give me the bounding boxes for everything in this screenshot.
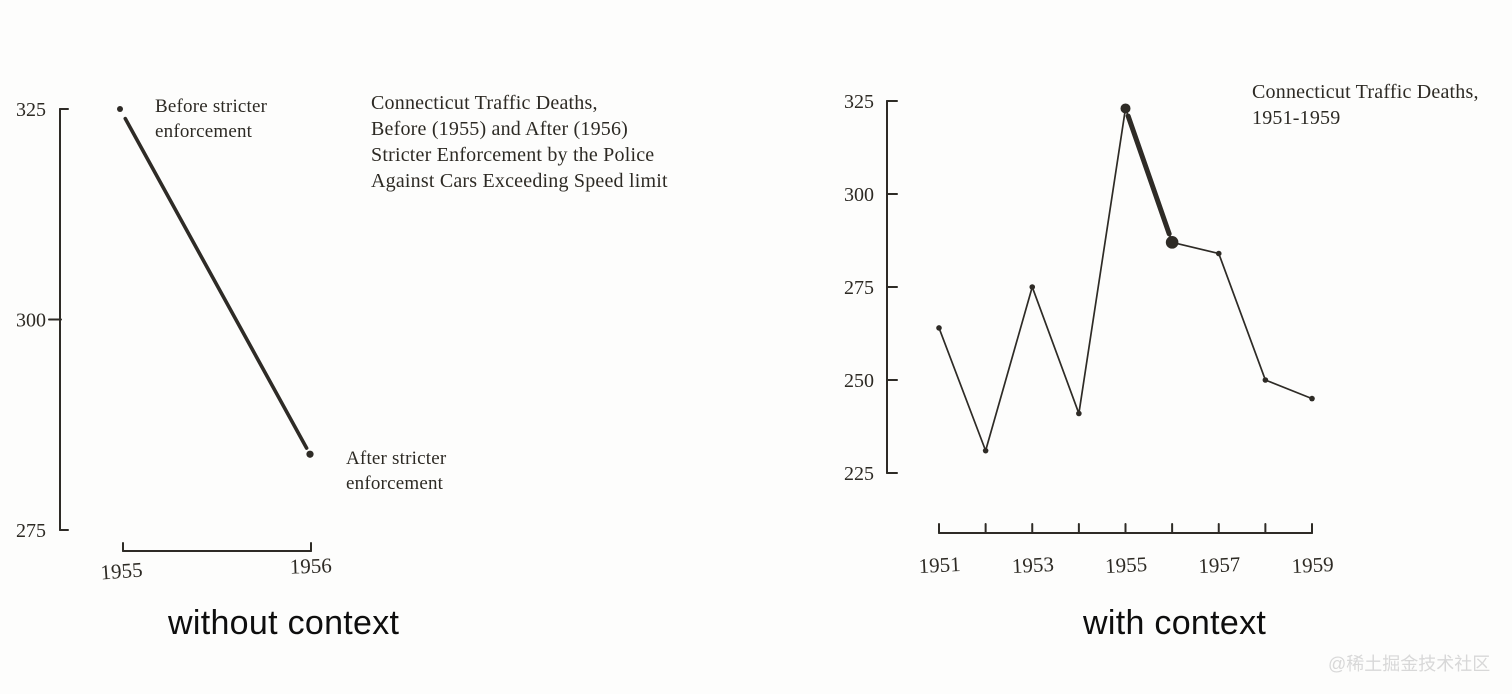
right-data-point-1959: [1309, 395, 1315, 402]
right-data-line-segment: [1032, 288, 1079, 412]
right-y-tick-label: 275: [844, 277, 874, 299]
left-x-tick-label: 1955: [100, 558, 144, 585]
right-data-point-1951: [936, 325, 942, 331]
left-y-tick-label: 325: [16, 99, 46, 121]
before-enforcement-label: Before stricter enforcement: [155, 96, 268, 142]
left-data-point-1955: [117, 106, 123, 112]
right-data-point-1952: [982, 447, 989, 454]
right-y-tick-label: 300: [844, 184, 874, 206]
right-data-point-1957: [1215, 250, 1222, 257]
left-data-line: [123, 116, 309, 450]
right-y-tick-label: 325: [844, 91, 874, 113]
right-data-line-segment: [1267, 380, 1311, 399]
right-x-tick-label: 1955: [1105, 552, 1148, 578]
right-data-point-1956: [1165, 236, 1179, 249]
caption-without-context: without context: [168, 604, 400, 642]
right-data-line-segment: [1078, 110, 1126, 412]
right-data-point-1954: [1076, 410, 1082, 417]
left-data-point-1956: [306, 450, 314, 458]
right-data-line-segment: [985, 289, 1033, 449]
right-data-point-1958: [1262, 377, 1269, 383]
left-y-tick-label: 275: [16, 520, 46, 542]
right-data-point-1953: [1029, 284, 1036, 290]
right-x-tick-label: 1957: [1198, 552, 1241, 578]
right-x-tick-label: 1951: [918, 552, 961, 578]
right-y-tick-label: 225: [844, 463, 874, 485]
left-x-tick-label: 1956: [289, 553, 332, 578]
left-chart-title: Connecticut Traffic Deaths, Before (1955…: [371, 92, 668, 192]
right-data-line-segment: [939, 329, 986, 449]
right-chart-title: Connecticut Traffic Deaths, 1951-1959: [1252, 81, 1479, 129]
caption-with-context: with context: [1083, 604, 1267, 642]
right-emphasis-segment: [1125, 113, 1172, 237]
right-y-tick-label: 250: [844, 370, 874, 392]
after-enforcement-label: After stricter enforcement: [346, 448, 447, 494]
right-data-point-1955: [1120, 103, 1131, 114]
right-x-tick-label: 1959: [1291, 552, 1334, 578]
left-y-tick-label: 300: [16, 310, 46, 332]
watermark: @稀土掘金技术社区: [1328, 654, 1491, 674]
right-data-line-segment: [1174, 242, 1217, 254]
right-data-line-segment: [1218, 255, 1266, 379]
right-x-tick-label: 1953: [1011, 552, 1054, 578]
